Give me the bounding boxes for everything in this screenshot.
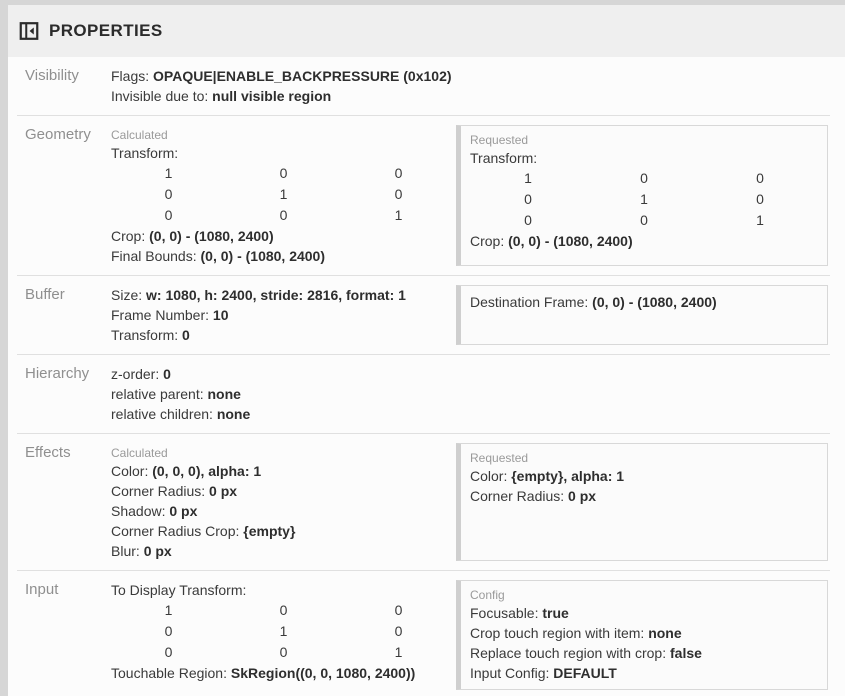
input-config-column: Config Focusable: true Crop touch region… — [456, 580, 828, 690]
buffer-requested-column: Destination Frame: (0, 0) - (1080, 2400) — [456, 285, 828, 345]
group-tag: Requested — [470, 451, 529, 465]
property-row: Replace touch region with crop: false — [470, 645, 702, 661]
group-tag: Config — [470, 588, 505, 602]
matrix-cell: 1 — [524, 170, 532, 186]
matrix-cell: 0 — [394, 165, 403, 181]
matrix-cell: 1 — [756, 212, 764, 228]
matrix-cell: 0 — [394, 623, 403, 639]
matrix-cell: 1 — [640, 191, 648, 207]
transform-label: Transform: — [470, 150, 538, 166]
properties-body: Visibility Flags: OPAQUE|ENABLE_BACKPRES… — [8, 57, 845, 696]
matrix-cell: 0 — [756, 170, 764, 186]
property-row: Frame Number: 10 — [111, 307, 229, 323]
matrix-cell: 0 — [164, 207, 173, 223]
transform-matrix: 1 0 0 0 1 0 0 0 1 — [111, 163, 456, 226]
property-row: Transform: 0 — [111, 327, 190, 343]
matrix-cell: 1 — [394, 207, 403, 223]
matrix-cell: 0 — [640, 212, 648, 228]
section-effects: Effects Calculated Color: (0, 0, 0), alp… — [8, 434, 830, 570]
property-row: Corner Radius Crop: {empty} — [111, 523, 296, 539]
matrix-cell: 1 — [164, 602, 173, 618]
property-row: z-order: 0 — [111, 366, 171, 382]
matrix-cell: 1 — [279, 186, 288, 202]
matrix-cell: 0 — [640, 170, 648, 186]
section-divider — [17, 433, 830, 434]
matrix-cell: 0 — [756, 191, 764, 207]
transform-label: Transform: — [111, 145, 179, 161]
section-divider — [17, 275, 830, 276]
group-tag: Calculated — [111, 128, 168, 142]
property-row: relative children: none — [111, 406, 251, 422]
matrix-cell: 1 — [394, 644, 403, 660]
matrix-cell: 0 — [524, 191, 532, 207]
section-label: Input — [25, 581, 59, 598]
section-divider — [17, 570, 830, 571]
matrix-cell: 0 — [394, 186, 403, 202]
matrix-cell: 0 — [164, 186, 173, 202]
property-row: Touchable Region: SkRegion((0, 0, 1080, … — [111, 665, 416, 681]
section-divider — [17, 115, 830, 116]
property-row: Focusable: true — [470, 605, 569, 621]
effects-requested-column: Requested Color: {empty}, alpha: 1 Corne… — [456, 443, 828, 561]
section-visibility: Visibility Flags: OPAQUE|ENABLE_BACKPRES… — [8, 57, 830, 115]
transform-matrix: 1 0 0 0 1 0 0 0 1 — [470, 168, 818, 231]
matrix-cell: 0 — [164, 623, 173, 639]
section-divider — [17, 354, 830, 355]
property-row: Corner Radius: 0 px — [111, 483, 238, 499]
property-row: Color: {empty}, alpha: 1 — [470, 468, 625, 484]
properties-header: PROPERTIES — [8, 5, 845, 57]
section-label: Geometry — [25, 126, 91, 143]
matrix-cell: 0 — [394, 602, 403, 618]
section-label: Effects — [25, 444, 71, 461]
requested-group: Requested Color: {empty}, alpha: 1 Corne… — [456, 443, 828, 561]
visibility-content: Flags: OPAQUE|ENABLE_BACKPRESSURE (0x102… — [111, 66, 456, 106]
property-row: Flags: OPAQUE|ENABLE_BACKPRESSURE (0x102… — [111, 68, 452, 84]
property-row: Crop: (0, 0) - (1080, 2400) — [111, 228, 274, 244]
section-geometry: Geometry Calculated Transform: 1 0 0 0 1… — [8, 116, 830, 275]
matrix-cell: 0 — [524, 212, 532, 228]
matrix-cell: 0 — [279, 602, 288, 618]
properties-panel: PROPERTIES Visibility Flags: OPAQUE|ENAB… — [8, 5, 845, 696]
requested-group: Requested Transform: 1 0 0 0 1 0 0 0 1 C… — [456, 125, 828, 266]
hierarchy-content: z-order: 0 relative parent: none relativ… — [111, 364, 456, 424]
property-row: Destination Frame: (0, 0) - (1080, 2400) — [470, 294, 717, 310]
property-row: Invisible due to: null visible region — [111, 88, 332, 104]
section-buffer: Buffer Size: w: 1080, h: 2400, stride: 2… — [8, 276, 830, 354]
property-row: Final Bounds: (0, 0) - (1080, 2400) — [111, 248, 326, 264]
property-row: Input Config: DEFAULT — [470, 665, 617, 681]
property-row: relative parent: none — [111, 386, 241, 402]
geometry-calculated-group: Calculated Transform: 1 0 0 0 1 0 0 0 1 … — [111, 125, 456, 266]
geometry-requested-column: Requested Transform: 1 0 0 0 1 0 0 0 1 C… — [456, 125, 828, 266]
requested-group: Destination Frame: (0, 0) - (1080, 2400) — [456, 285, 828, 345]
buffer-content: Size: w: 1080, h: 2400, stride: 2816, fo… — [111, 285, 456, 345]
panel-collapse-icon[interactable] — [18, 20, 40, 42]
property-row: Shadow: 0 px — [111, 503, 198, 519]
matrix-cell: 0 — [279, 207, 288, 223]
property-row: Color: (0, 0, 0), alpha: 1 — [111, 463, 262, 479]
page-title: PROPERTIES — [49, 21, 163, 40]
matrix-cell: 1 — [279, 623, 288, 639]
group-tag: Requested — [470, 133, 529, 147]
group-tag: Calculated — [111, 446, 168, 460]
matrix-cell: 0 — [164, 644, 173, 660]
section-label: Hierarchy — [25, 365, 90, 382]
section-label: Buffer — [25, 286, 65, 303]
property-row: Blur: 0 px — [111, 543, 172, 559]
property-row: Crop touch region with item: none — [470, 625, 682, 641]
matrix-cell: 0 — [279, 644, 288, 660]
input-content: To Display Transform: 1 0 0 0 1 0 0 0 1 … — [111, 580, 456, 683]
transform-matrix: 1 0 0 0 1 0 0 0 1 — [111, 600, 456, 663]
effects-calculated-group: Calculated Color: (0, 0, 0), alpha: 1 Co… — [111, 443, 456, 561]
section-label: Visibility — [25, 67, 79, 84]
property-row: Crop: (0, 0) - (1080, 2400) — [470, 233, 633, 249]
config-group: Config Focusable: true Crop touch region… — [456, 580, 828, 690]
transform-label: To Display Transform: — [111, 582, 247, 598]
matrix-cell: 0 — [279, 165, 288, 181]
property-row: Corner Radius: 0 px — [470, 488, 597, 504]
matrix-cell: 1 — [164, 165, 173, 181]
property-row: Size: w: 1080, h: 2400, stride: 2816, fo… — [111, 287, 406, 303]
section-input: Input To Display Transform: 1 0 0 0 1 0 … — [8, 571, 830, 696]
section-hierarchy: Hierarchy z-order: 0 relative parent: no… — [8, 355, 830, 433]
